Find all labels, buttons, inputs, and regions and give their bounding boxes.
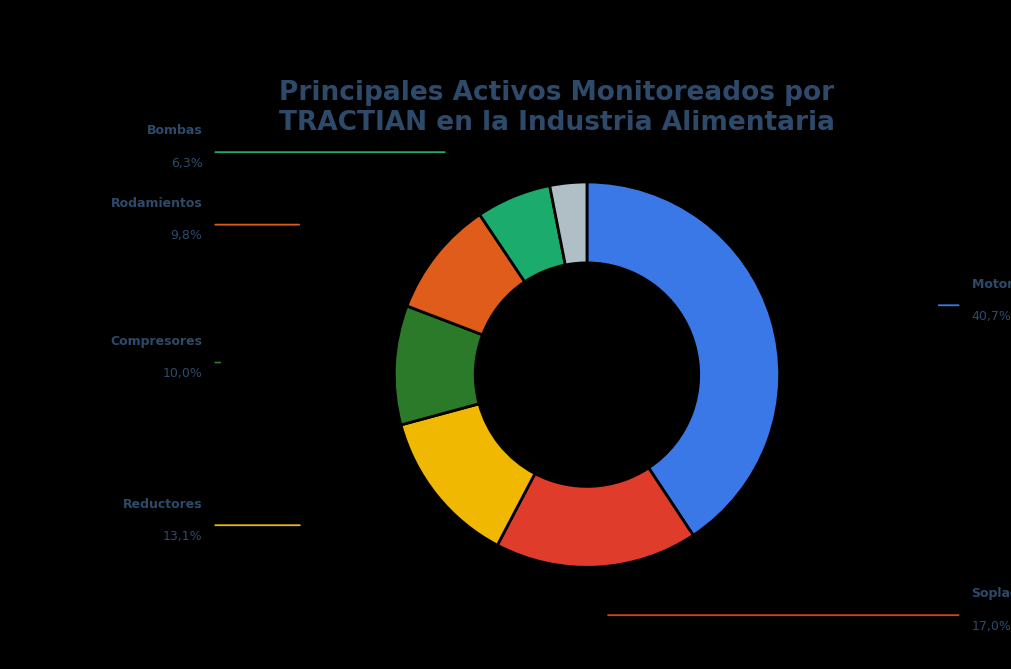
Text: Sopladores: Sopladores (971, 587, 1011, 601)
Text: Reductores: Reductores (122, 498, 202, 510)
Text: Bombas: Bombas (147, 124, 202, 137)
Wedge shape (400, 404, 535, 545)
Text: 6,3%: 6,3% (171, 157, 202, 169)
Wedge shape (586, 182, 778, 535)
Wedge shape (406, 215, 525, 334)
Wedge shape (496, 468, 693, 567)
Text: Motores eléctricos: Motores eléctricos (971, 278, 1011, 290)
Text: 40,7%: 40,7% (971, 310, 1010, 322)
Text: Compresores: Compresores (110, 334, 202, 348)
Wedge shape (394, 306, 482, 425)
Wedge shape (549, 182, 586, 265)
Wedge shape (479, 185, 565, 282)
Text: 10,0%: 10,0% (163, 367, 202, 380)
Text: 13,1%: 13,1% (163, 530, 202, 543)
Text: 17,0%: 17,0% (971, 619, 1010, 633)
Text: 9,8%: 9,8% (171, 229, 202, 242)
Text: Rodamientos: Rodamientos (110, 197, 202, 210)
Text: Principales Activos Monitoreados por
TRACTIAN en la Industria Alimentaria: Principales Activos Monitoreados por TRA… (278, 80, 834, 136)
